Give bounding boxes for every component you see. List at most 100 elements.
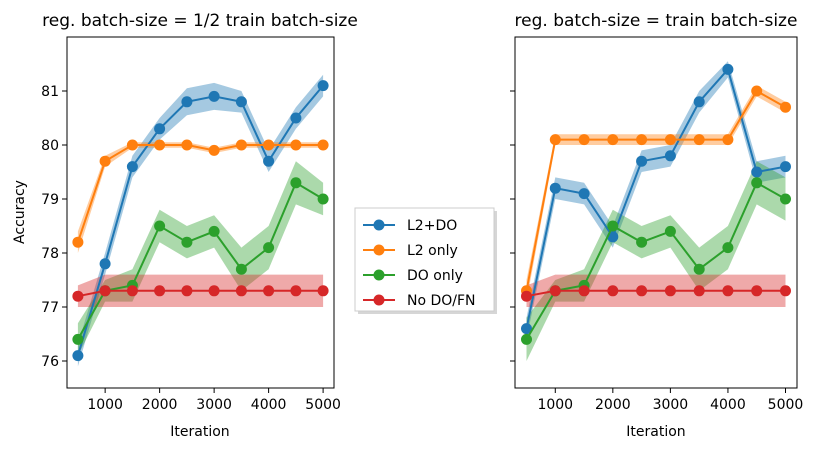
left-x-tick-label: 4000: [251, 397, 287, 413]
legend-label-l2-only: L2 only: [407, 243, 458, 259]
legend-label-l2-do: L2+DO: [407, 218, 457, 234]
left-point-no-do-fn: [290, 285, 302, 297]
right-point-l2-do: [722, 63, 734, 75]
right-point-l2-do: [607, 231, 619, 243]
legend-marker-no-do-fn: [373, 294, 385, 306]
left-point-no-do-fn: [181, 285, 193, 297]
legend-items: L2+DO L2 only DO only No DO/FN: [363, 218, 476, 309]
left-x-tick-label: 2000: [142, 397, 178, 413]
left-point-do-only: [263, 242, 275, 254]
right-chart-panel: reg. batch-size = train batch-size Itera…: [510, 11, 803, 440]
left-y-tick-label: 78: [41, 246, 59, 262]
right-chart-title: reg. batch-size = train batch-size: [515, 11, 798, 31]
right-point-no-do-fn: [521, 290, 532, 302]
right-point-no-do-fn: [693, 285, 705, 297]
left-x-axis-label: Iteration: [170, 424, 229, 440]
right-point-l2-only: [549, 134, 561, 146]
right-point-l2-do: [664, 150, 676, 162]
legend-marker-l2-only: [373, 244, 385, 256]
right-line-do-only: [525, 181, 786, 340]
left-point-no-do-fn: [126, 285, 138, 297]
left-point-l2-only: [126, 139, 138, 151]
right-point-no-do-fn: [636, 285, 648, 297]
left-point-l2-only: [263, 139, 275, 151]
left-line-l2-only: [76, 144, 324, 243]
right-point-l2-do: [521, 323, 532, 335]
right-point-l2-only: [636, 134, 648, 146]
right-point-l2-do: [549, 182, 561, 194]
right-x-tick-label: 2000: [595, 397, 631, 413]
left-line-l2-do: [76, 84, 324, 356]
left-line-do-only: [77, 181, 324, 340]
right-x-tick-label: 5000: [768, 397, 804, 413]
right-line-l2-do: [525, 67, 786, 329]
legend-marker-do-only: [373, 269, 385, 281]
right-point-do-only: [521, 333, 532, 345]
left-point-l2-only: [317, 139, 329, 151]
right-line-l2-only: [525, 89, 786, 291]
left-point-do-only: [317, 193, 329, 205]
right-point-do-only: [722, 242, 734, 254]
left-chart-panel: reg. batch-size = 1/2 train batch-size I…: [12, 11, 358, 440]
right-point-no-do-fn: [751, 285, 763, 297]
left-point-no-do-fn: [235, 285, 247, 297]
right-line-no-do-fn: [526, 289, 786, 298]
right-point-do-only: [780, 193, 791, 205]
left-point-l2-do: [263, 155, 275, 167]
left-point-l2-do: [317, 80, 329, 92]
right-point-no-do-fn: [780, 285, 791, 297]
left-point-l2-do: [126, 161, 138, 173]
left-point-l2-only: [208, 144, 220, 156]
left-point-no-do-fn: [154, 285, 166, 297]
right-point-no-do-fn: [549, 285, 561, 297]
right-point-no-do-fn: [578, 285, 590, 297]
right-point-no-do-fn: [722, 285, 734, 297]
right-point-no-do-fn: [607, 285, 619, 297]
left-point-no-do-fn: [72, 290, 84, 302]
right-point-l2-only: [693, 134, 705, 146]
legend-marker-l2-do: [373, 219, 385, 231]
left-y-axis-label: Accuracy: [12, 180, 28, 244]
left-point-do-only: [181, 236, 193, 248]
left-band-do-only: [77, 161, 324, 356]
left-point-l2-only: [181, 139, 193, 151]
right-point-l2-do: [578, 188, 590, 200]
left-point-do-only: [154, 220, 166, 232]
left-y-tick-label: 81: [41, 84, 59, 100]
right-point-l2-do: [636, 155, 648, 167]
left-point-l2-do: [235, 96, 247, 108]
right-x-tick-label: 1000: [537, 397, 573, 413]
right-point-l2-only: [664, 134, 676, 146]
right-x-tick-label: 4000: [710, 397, 746, 413]
right-point-l2-do: [751, 166, 763, 178]
right-band-l2-do: [526, 61, 786, 340]
left-point-l2-do: [208, 90, 220, 102]
right-x-tick-label: 3000: [653, 397, 689, 413]
left-point-do-only: [72, 333, 84, 345]
left-point-l2-do: [99, 258, 111, 270]
left-line-no-do-fn: [77, 289, 324, 298]
left-point-l2-only: [72, 236, 84, 248]
right-point-no-do-fn: [664, 285, 676, 297]
left-axes-frame: [66, 36, 335, 389]
legend-label-do-only: DO only: [407, 268, 463, 284]
left-x-tick-label: 5000: [305, 397, 341, 413]
left-y-tick-label: 77: [41, 300, 59, 316]
right-point-l2-only: [607, 134, 619, 146]
left-point-l2-do: [72, 350, 84, 362]
right-point-l2-do: [780, 161, 791, 173]
left-point-l2-do: [181, 96, 193, 108]
left-point-l2-do: [154, 123, 166, 135]
left-point-do-only: [290, 177, 302, 189]
left-point-do-only: [208, 225, 220, 237]
right-point-l2-only: [578, 134, 590, 146]
left-chart-title: reg. batch-size = 1/2 train batch-size: [42, 11, 358, 31]
left-point-no-do-fn: [317, 285, 329, 297]
left-x-tick-label: 3000: [196, 397, 232, 413]
left-point-l2-do: [290, 112, 302, 124]
right-point-do-only: [664, 225, 676, 237]
left-y-tick-label: 79: [41, 192, 59, 208]
left-point-l2-only: [99, 155, 111, 167]
left-point-do-only: [235, 263, 247, 275]
right-point-do-only: [751, 177, 763, 189]
